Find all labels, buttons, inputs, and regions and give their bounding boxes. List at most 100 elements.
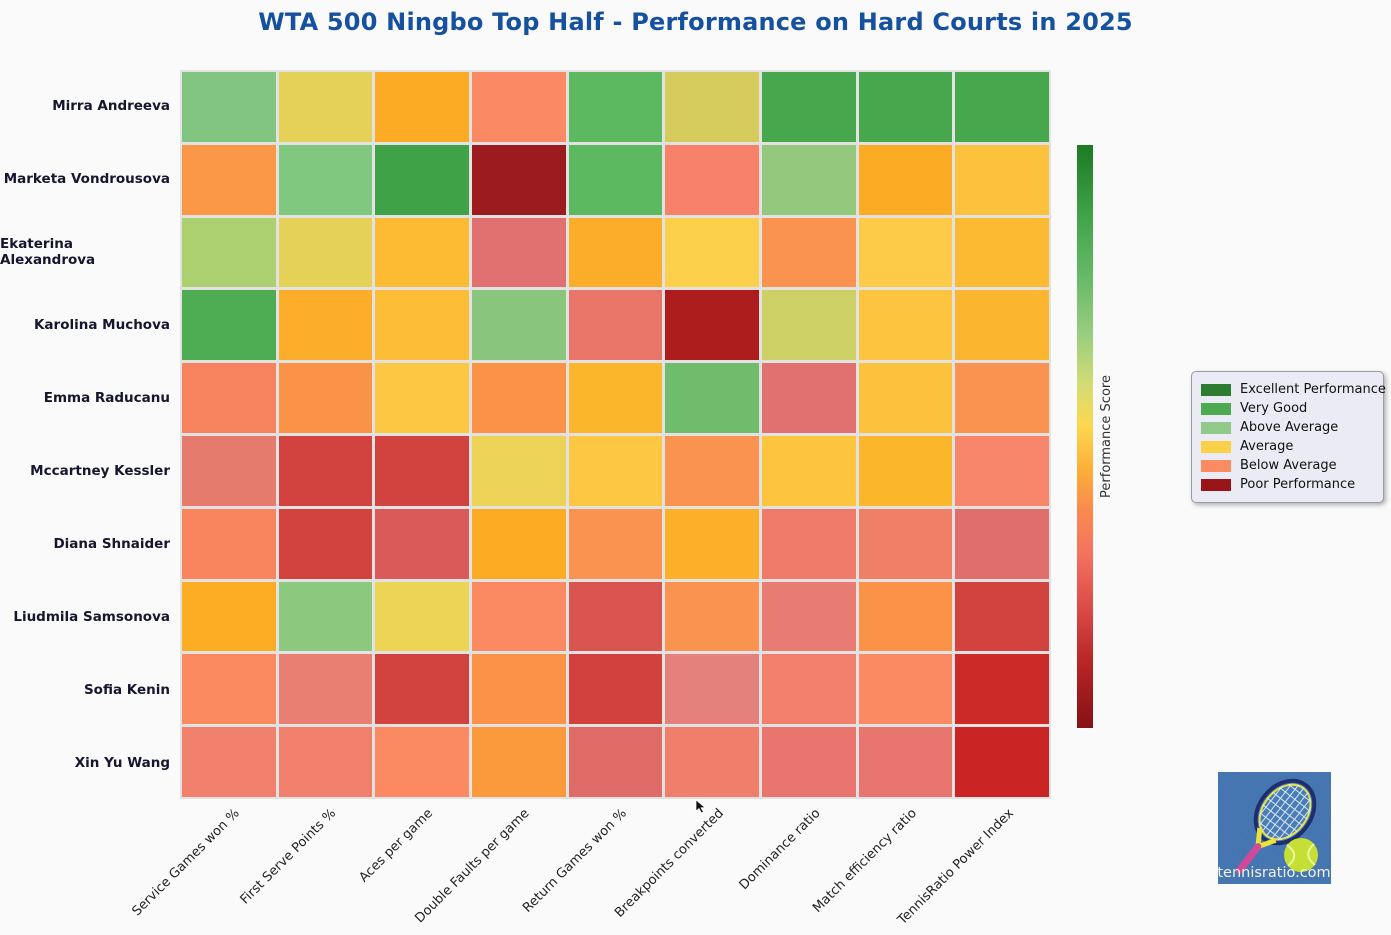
- x-tick-label: Dominance ratio: [736, 806, 824, 893]
- heatmap-cell: [858, 508, 953, 579]
- heatmap-cell: [568, 581, 663, 652]
- legend-item: Average: [1201, 437, 1374, 456]
- heatmap-cell: [955, 508, 1049, 579]
- heatmap-cell: [955, 290, 1049, 361]
- y-tick-label: Sofia Kenin: [83, 681, 170, 698]
- heatmap-cell: [568, 72, 663, 142]
- heatmap-cell: [568, 508, 663, 579]
- mouse-cursor: [695, 799, 706, 814]
- heatmap-cell: [471, 144, 566, 215]
- heatmap-cell: [182, 436, 276, 506]
- brand-logo: tennisratio.com: [1217, 772, 1331, 884]
- heatmap-cell: [665, 727, 759, 797]
- legend: Excellent Performance Very Good Above Aver…: [1191, 371, 1386, 503]
- heatmap-cell: [278, 217, 373, 288]
- legend-swatch: [1201, 459, 1231, 472]
- heatmap-cell: [278, 363, 373, 433]
- tennis-logo-graphic: tennisratio.com: [1217, 772, 1331, 884]
- heatmap-cell: [182, 581, 276, 652]
- legend-swatch: [1201, 383, 1231, 396]
- heatmap-cell: [858, 290, 953, 361]
- y-tick-label: Xin Yu Wang: [74, 754, 170, 771]
- heatmap-cell: [761, 581, 856, 652]
- heatmap-cell: [858, 363, 953, 433]
- heatmap-cell: [182, 290, 276, 361]
- colorbar: [1077, 145, 1093, 728]
- heatmap-cell: [182, 727, 276, 797]
- heatmap-cell: [665, 290, 759, 361]
- heatmap-cell: [568, 727, 663, 797]
- y-tick-label: Diana Shnaider: [53, 535, 170, 552]
- heatmap-cell: [568, 290, 663, 361]
- legend-label: Above Average: [1240, 420, 1339, 435]
- heatmap-cell: [665, 72, 759, 142]
- heatmap-cell: [858, 654, 953, 725]
- heatmap-cell: [278, 144, 373, 215]
- x-tick-label: Match efficiency ratio: [810, 806, 921, 916]
- heatmap-cell: [761, 217, 856, 288]
- heatmap-cell: [858, 436, 953, 506]
- legend-label: Very Good: [1240, 401, 1308, 416]
- heatmap-cell: [471, 508, 566, 579]
- heatmap-cell: [278, 727, 373, 797]
- heatmap-cell: [375, 727, 469, 797]
- heatmap-cell: [955, 363, 1049, 433]
- heatmap-cell: [375, 436, 469, 506]
- heatmap-cell: [182, 654, 276, 725]
- heatmap-cell: [568, 217, 663, 288]
- x-tick-label: Double Faults per game: [412, 806, 533, 927]
- heatmap-cell: [278, 654, 373, 725]
- tennis-ball-icon: [1284, 838, 1318, 872]
- heatmap-cell: [471, 436, 566, 506]
- legend-swatch: [1201, 478, 1231, 491]
- legend-label: Excellent Performance: [1240, 382, 1386, 397]
- legend-swatch: [1201, 440, 1231, 453]
- heatmap-cell: [471, 290, 566, 361]
- heatmap-cell: [182, 217, 276, 288]
- heatmap-cell: [858, 581, 953, 652]
- legend-label: Below Average: [1240, 458, 1337, 473]
- x-tick-label: Breakpoints converted: [611, 806, 727, 921]
- legend-item: Very Good: [1201, 399, 1374, 418]
- tennis-racket-icon: [1235, 775, 1320, 874]
- heatmap-cell: [471, 363, 566, 433]
- heatmap-cell: [955, 144, 1049, 215]
- heatmap-cell: [665, 436, 759, 506]
- heatmap-cell: [761, 363, 856, 433]
- heatmap-cell: [375, 508, 469, 579]
- heatmap-cell: [665, 144, 759, 215]
- legend-item: Poor Performance: [1201, 475, 1374, 494]
- x-tick-label: TennisRatio Power Index: [894, 806, 1017, 928]
- heatmap-cell: [278, 508, 373, 579]
- heatmap-cell: [375, 654, 469, 725]
- y-tick-label: Ekaterina Alexandrova: [0, 236, 96, 269]
- heatmap-cell: [471, 72, 566, 142]
- heatmap-cell: [278, 436, 373, 506]
- y-tick-label: Marketa Vondrousova: [3, 171, 170, 188]
- heatmap-cell: [858, 72, 953, 142]
- legend-item: Below Average: [1201, 456, 1374, 475]
- legend-swatch: [1201, 402, 1231, 415]
- heatmap-cell: [858, 217, 953, 288]
- heatmap-cell: [665, 508, 759, 579]
- heatmap-cell: [375, 144, 469, 215]
- heatmap-cell: [955, 72, 1049, 142]
- heatmap-cell: [568, 436, 663, 506]
- heatmap-cell: [278, 581, 373, 652]
- x-tick-label: First Serve Points %: [237, 806, 340, 908]
- heatmap-cell: [375, 581, 469, 652]
- heatmap-cell: [278, 290, 373, 361]
- heatmap-cell: [761, 654, 856, 725]
- y-tick-label: Liudmila Samsonova: [13, 608, 170, 625]
- y-tick-label: Emma Raducanu: [43, 390, 170, 407]
- heatmap-cell: [568, 144, 663, 215]
- x-tick-label: Return Games won %: [519, 806, 630, 916]
- heatmap-cell: [665, 217, 759, 288]
- legend-item: Above Average: [1201, 418, 1374, 437]
- heatmap-cell: [471, 217, 566, 288]
- heatmap-cell: [761, 290, 856, 361]
- heatmap-cell: [955, 727, 1049, 797]
- heatmap-cell: [955, 654, 1049, 725]
- heatmap-cell: [375, 290, 469, 361]
